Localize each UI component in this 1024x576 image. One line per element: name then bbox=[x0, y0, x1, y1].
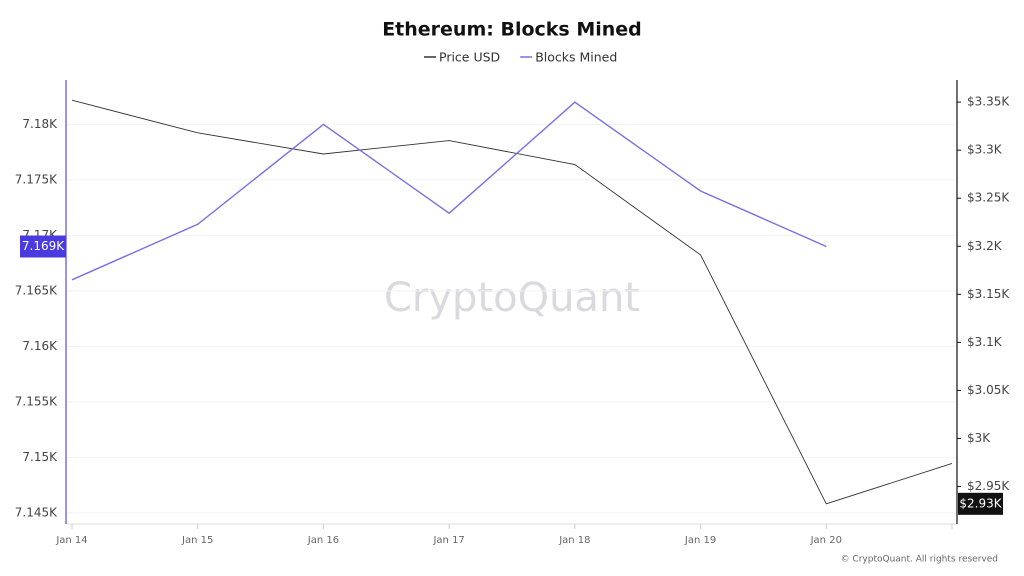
value-marker: 7.169K bbox=[20, 235, 66, 258]
y-tick-label: 7.165K bbox=[15, 283, 58, 297]
value-label: 7.169K bbox=[22, 239, 65, 253]
footer: © CryptoQuant. All rights reserved bbox=[841, 555, 998, 565]
x-tick-label: Jan 16 bbox=[307, 535, 339, 546]
x-tick-label: Jan 17 bbox=[432, 535, 464, 546]
x-tick-label: Jan 18 bbox=[558, 535, 590, 546]
chart-title: Ethereum: Blocks Mined bbox=[382, 19, 642, 41]
y-tick-label: 7.16K bbox=[22, 339, 58, 353]
x-tick-label: Jan 14 bbox=[55, 535, 87, 546]
y2-tick-label: $3.35K bbox=[967, 95, 1010, 109]
legend-label: Blocks Mined bbox=[535, 50, 617, 65]
value-marker-box bbox=[958, 492, 1003, 515]
y-tick-label: 7.175K bbox=[15, 172, 58, 186]
x-tick-label: Jan 19 bbox=[684, 535, 716, 546]
y2-tick-label: $3.1K bbox=[967, 335, 1003, 349]
y-tick-label: 7.18K bbox=[22, 117, 58, 131]
y-tick-label: 7.145K bbox=[15, 505, 58, 519]
y2-tick-label: $3.3K bbox=[967, 143, 1003, 157]
series-line bbox=[71, 99, 953, 505]
series-line bbox=[71, 101, 827, 281]
y2-tick-label: $3.15K bbox=[967, 287, 1010, 301]
value-label: $2.93K bbox=[959, 496, 1002, 510]
value-marker: $2.93K bbox=[958, 492, 1003, 515]
y2-tick-label: $3K bbox=[967, 431, 991, 445]
x-tick-label: Jan 20 bbox=[810, 535, 842, 546]
y-tick-label: 7.155K bbox=[15, 394, 58, 408]
y2-tick-label: $3.2K bbox=[967, 239, 1003, 253]
x-tick-label: Jan 15 bbox=[181, 535, 213, 546]
watermark: CryptoQuant bbox=[384, 275, 640, 321]
y2-tick-label: $3.25K bbox=[967, 191, 1010, 205]
y2-tick-label: $3.05K bbox=[967, 383, 1010, 397]
y2-tick-label: $2.95K bbox=[967, 479, 1010, 493]
legend-label: Price USD bbox=[439, 50, 500, 65]
y-tick-label: 7.15K bbox=[22, 450, 58, 464]
value-marker-box bbox=[20, 235, 66, 258]
